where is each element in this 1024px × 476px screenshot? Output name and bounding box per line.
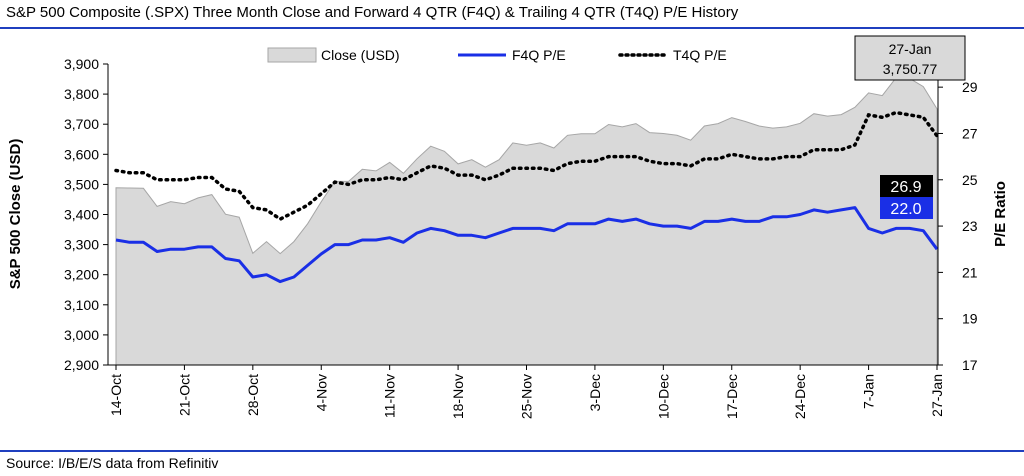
callout-date: 27-Jan <box>889 41 932 57</box>
y-tick-label: 3,800 <box>64 86 99 102</box>
x-tick-label: 27-Jan <box>929 374 945 417</box>
source-rule <box>0 450 1024 452</box>
callout-f4q: 22.0 <box>890 201 921 218</box>
y-tick-label: 3,900 <box>64 56 99 72</box>
pe-history-chart: Close (USD) F4Q P/E T4Q P/E 2,900 3,000 3,… <box>7 35 1009 419</box>
x-tick-label: 11-Nov <box>382 374 398 418</box>
y-tick-label: 3,200 <box>64 267 99 283</box>
date-close-callout: 27-Jan 3,750.77 <box>854 35 966 81</box>
x-tick-label: 10-Dec <box>655 374 671 419</box>
series-f4q-line <box>115 206 939 284</box>
y2-tick-label: 27 <box>962 125 978 141</box>
chart-title: S&P 500 Composite (.SPX) Three Month Clo… <box>6 4 739 21</box>
x-tick-label: 21-Oct <box>176 374 192 416</box>
callout-close: 3,750.77 <box>883 61 938 77</box>
x-tick-label: 7-Jan <box>861 374 877 409</box>
y-tick-label: 3,700 <box>64 116 99 132</box>
y2-tick-label: 29 <box>962 79 978 95</box>
legend-close-swatch <box>267 47 317 63</box>
x-tick-label: 28-Oct <box>245 374 261 416</box>
t4q-value-callout: 26.9 <box>880 175 933 197</box>
x-tick-label: 4-Nov <box>313 374 329 411</box>
legend-f4q-label: F4Q P/E <box>512 47 566 63</box>
series-t4q-line <box>114 110 939 222</box>
y2-tick-label: 21 <box>962 264 978 280</box>
x-tick-label: 24-Dec <box>792 374 808 419</box>
x-tick-label: 14-Oct <box>108 374 124 416</box>
y-tick-label: 3,500 <box>64 176 99 192</box>
x-tick-label: 17-Dec <box>724 374 740 419</box>
y2-tick-label: 25 <box>962 172 978 188</box>
source-note: Source: I/B/E/S data from Refinitiv <box>6 455 219 471</box>
legend-t4q-label: T4Q P/E <box>673 47 727 63</box>
x-tick-label: 3-Dec <box>587 374 603 411</box>
series-close-area <box>115 77 938 366</box>
y-tick-label: 3,100 <box>64 297 99 313</box>
y2-axis-title: P/E Ratio <box>992 181 1009 247</box>
y2-tick-label: 17 <box>962 357 978 373</box>
x-tick-label: 25-Nov <box>519 374 535 419</box>
y-axis-title: S&P 500 Close (USD) <box>7 139 24 290</box>
y-tick-label: 3,600 <box>64 146 99 162</box>
f4q-value-callout: 22.0 <box>880 197 933 219</box>
callout-t4q: 26.9 <box>890 179 921 196</box>
y2-tick-label: 23 <box>962 218 978 234</box>
legend-close-label: Close (USD) <box>321 47 400 63</box>
y-tick-label: 3,300 <box>64 237 99 253</box>
y-tick-label: 2,900 <box>64 357 99 373</box>
legend: Close (USD) F4Q P/E T4Q P/E <box>267 47 727 63</box>
y2-tick-label: 19 <box>962 311 978 327</box>
title-rule <box>0 27 1024 29</box>
y-tick-label: 3,400 <box>64 207 99 223</box>
y-tick-label: 3,000 <box>64 327 99 343</box>
x-tick-label: 18-Nov <box>450 374 466 419</box>
